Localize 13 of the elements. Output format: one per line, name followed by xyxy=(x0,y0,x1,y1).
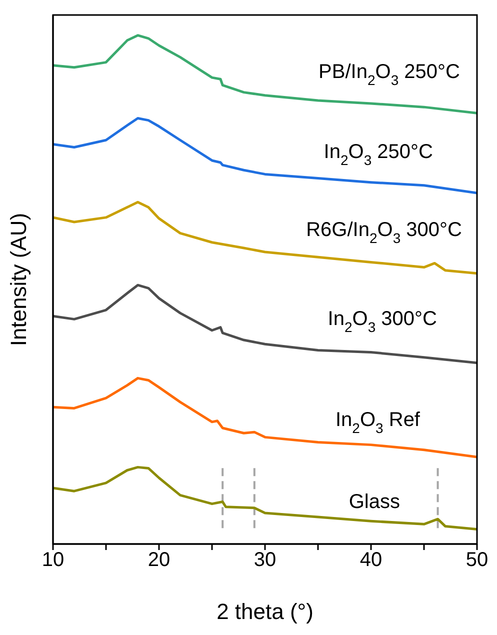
series-label: R6G/In$_{2}$O$_{3}$ 300°C xyxy=(306,219,462,246)
y-axis-title: Intensity (AU) xyxy=(6,212,31,346)
series-label: In$_{2}$O$_{3}$ 250°C xyxy=(324,141,433,168)
series-label: In$_{2}$O$_{3}$ 300°C xyxy=(328,308,437,335)
x-tick-label: 30 xyxy=(254,549,276,572)
x-tick-label: 10 xyxy=(42,549,64,572)
x-axis-title: 2 theta (°) xyxy=(216,599,314,624)
series-label: PB/In$_{2}$O$_{3}$ 250°C xyxy=(318,61,460,88)
x-tick-label: 50 xyxy=(466,549,488,572)
x-tick-label: 20 xyxy=(148,549,170,572)
series-label: Glass xyxy=(348,491,400,514)
x-tick-label: 40 xyxy=(360,549,382,572)
series-label: In$_{2}$O$_{3}$ Ref xyxy=(335,409,420,436)
